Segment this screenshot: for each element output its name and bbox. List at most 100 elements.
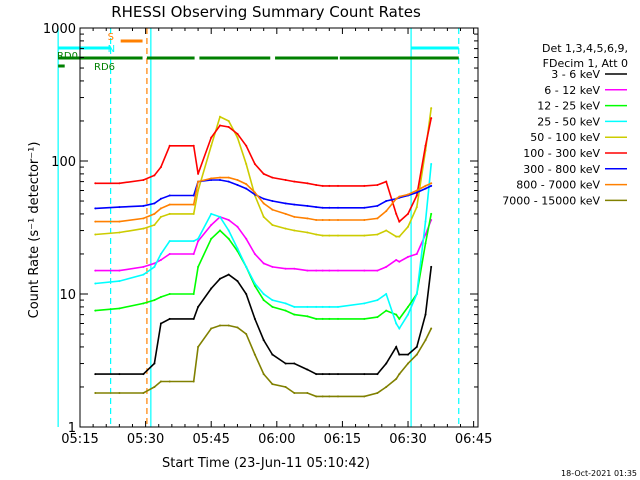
data-point-800-7000-kev	[376, 217, 379, 220]
x-tick-label: 05:30	[127, 432, 164, 447]
data-point-3-6-kev	[424, 313, 427, 316]
legend-entry-label: 6 - 12 keV	[544, 84, 600, 97]
data-point-7000-15000-kev	[197, 345, 200, 348]
data-point-7000-15000-kev	[219, 324, 221, 327]
data-point-6-12-kev	[236, 225, 239, 228]
data-point-300-800-kev	[271, 200, 274, 202]
data-point-12-25-kev	[385, 309, 388, 312]
data-point-6-12-kev	[415, 253, 418, 255]
data-point-100-300-kev	[118, 182, 121, 185]
data-point-300-800-kev	[306, 204, 309, 207]
legend-entry-label: 12 - 25 keV	[537, 100, 600, 113]
data-point-300-800-kev	[337, 206, 339, 209]
data-point-12-25-kev	[253, 284, 256, 287]
data-point-7000-15000-kev	[245, 333, 248, 335]
data-point-800-7000-kev	[363, 219, 366, 221]
data-point-25-50-kev	[430, 163, 433, 165]
data-point-800-7000-kev	[197, 180, 200, 183]
data-point-12-25-kev	[142, 302, 145, 305]
x-tick-label: 05:15	[61, 432, 98, 447]
data-point-300-800-kev	[430, 184, 433, 187]
legend-entry-label: 300 - 800 keV	[523, 163, 600, 176]
data-point-100-300-kev	[271, 176, 274, 179]
data-point-7000-15000-kev	[262, 373, 265, 376]
data-point-6-12-kev	[262, 262, 265, 265]
x-tick-label: 05:45	[192, 432, 229, 447]
data-point-300-800-kev	[385, 200, 388, 202]
data-point-100-300-kev	[398, 220, 401, 223]
data-point-25-50-kev	[415, 293, 418, 295]
data-point-300-800-kev	[262, 197, 265, 200]
status-bar-label: N	[108, 44, 115, 55]
data-point-50-100-kev	[245, 163, 248, 165]
status-bar-label: S	[108, 32, 114, 43]
data-point-50-100-kev	[227, 120, 230, 122]
data-point-25-50-kev	[321, 305, 324, 308]
data-point-50-100-kev	[415, 206, 418, 209]
data-point-7000-15000-kev	[415, 353, 418, 356]
data-point-100-300-kev	[430, 117, 433, 120]
data-point-800-7000-kev	[227, 176, 230, 179]
data-point-3-6-kev	[337, 373, 339, 376]
data-point-12-25-kev	[424, 242, 427, 245]
data-point-800-7000-kev	[293, 215, 296, 218]
data-point-50-100-kev	[262, 215, 265, 218]
data-point-50-100-kev	[192, 212, 195, 215]
x-tick-label: 06:45	[455, 432, 492, 447]
data-point-12-25-kev	[315, 317, 318, 320]
data-point-50-100-kev	[168, 212, 171, 215]
y-axis-label: Count Rate (s⁻¹ detector⁻¹)	[27, 142, 42, 319]
data-point-3-6-kev	[385, 362, 388, 365]
data-point-3-6-kev	[227, 273, 230, 276]
data-point-6-12-kev	[385, 265, 388, 268]
data-point-25-50-kev	[253, 282, 256, 285]
data-point-300-800-kev	[424, 187, 427, 190]
data-point-50-100-kev	[306, 231, 309, 234]
data-point-6-12-kev	[376, 269, 379, 272]
data-point-6-12-kev	[284, 267, 287, 270]
data-point-800-7000-kev	[192, 203, 195, 206]
data-point-50-100-kev	[315, 233, 318, 236]
data-point-7000-15000-kev	[328, 395, 331, 398]
data-point-6-12-kev	[245, 237, 248, 240]
data-point-3-6-kev	[159, 322, 162, 325]
data-point-12-25-kev	[407, 305, 409, 308]
data-point-300-800-kev	[363, 206, 366, 209]
data-point-300-800-kev	[376, 204, 379, 207]
data-point-800-7000-kev	[284, 212, 287, 215]
x-axis-label: Start Time (23-Jun-11 05:10:42)	[162, 456, 370, 471]
data-point-100-300-kev	[328, 184, 331, 187]
data-point-300-800-kev	[315, 206, 318, 209]
data-point-50-100-kev	[376, 233, 379, 236]
data-point-12-25-kev	[284, 309, 287, 312]
data-point-3-6-kev	[328, 373, 331, 376]
data-point-800-7000-kev	[306, 217, 309, 220]
series-line-12-25-kev	[95, 213, 432, 321]
data-point-300-800-kev	[284, 202, 287, 205]
legend-entry-label: 25 - 50 keV	[537, 115, 600, 128]
data-point-6-12-kev	[197, 240, 200, 243]
data-point-100-300-kev	[293, 180, 296, 183]
data-point-12-25-kev	[271, 305, 274, 308]
data-point-12-25-kev	[118, 307, 121, 310]
data-point-3-6-kev	[430, 265, 433, 268]
data-point-12-25-kev	[210, 237, 213, 240]
data-point-12-25-kev	[337, 317, 339, 320]
data-point-50-100-kev	[153, 224, 156, 226]
series-lines	[94, 107, 433, 398]
data-point-300-800-kev	[321, 206, 324, 209]
data-point-25-50-kev	[328, 305, 331, 308]
data-point-3-6-kev	[142, 373, 145, 376]
data-point-3-6-kev	[153, 362, 156, 365]
data-point-6-12-kev	[424, 233, 427, 236]
data-point-50-100-kev	[159, 215, 162, 218]
legend-entry-label: 50 - 100 keV	[530, 131, 600, 144]
data-point-25-50-kev	[293, 305, 296, 308]
status-bar-label: RD6	[94, 62, 115, 73]
data-point-100-300-kev	[192, 144, 195, 147]
status-bars: NS RD0 RD6	[57, 32, 459, 73]
data-point-25-50-kev	[236, 247, 239, 250]
y-tick-label: 10	[59, 288, 76, 303]
data-point-25-50-kev	[306, 305, 309, 308]
data-point-12-25-kev	[159, 296, 162, 298]
